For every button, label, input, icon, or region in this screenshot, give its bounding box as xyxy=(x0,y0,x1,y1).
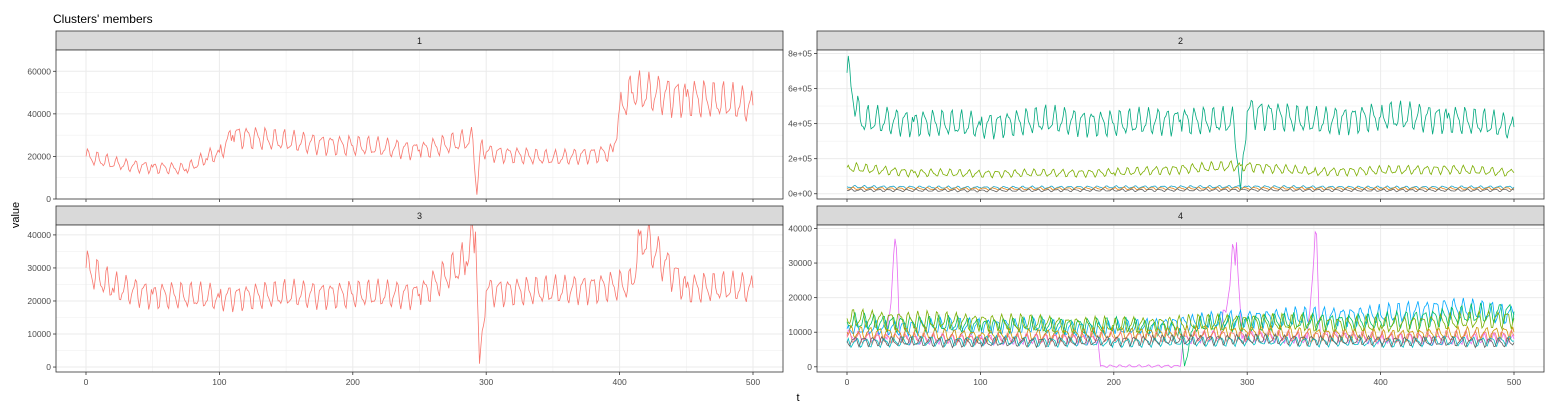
series-line-1 xyxy=(846,55,1515,191)
y-tick-label: 6e+05 xyxy=(788,84,812,94)
x-tick-label: 100 xyxy=(212,377,226,387)
series-line-8 xyxy=(846,332,1515,349)
series-line-2 xyxy=(846,160,1515,179)
x-tick-label: 200 xyxy=(1107,377,1121,387)
y-tick-label: 20000 xyxy=(27,151,51,161)
facet-panel-4: 4 0 100 200 300 400 500 0 10000 20000 30000 40000 xyxy=(788,205,1545,387)
panel-border xyxy=(55,49,784,200)
y-tick-label: 20000 xyxy=(788,293,812,303)
x-tick-label: 0 xyxy=(845,377,850,387)
y-tick-label: 0 xyxy=(46,194,51,204)
series-line-3 xyxy=(846,184,1515,190)
facet-strip-label: 4 xyxy=(1178,211,1183,221)
panel-border xyxy=(55,224,784,373)
series-line-5 xyxy=(846,188,1515,193)
y-tick-label: 2e+05 xyxy=(788,154,812,164)
y-tick-label: 0 xyxy=(807,362,812,372)
facet-panel-2: 2 0e+00 2e+05 4e+05 6e+05 8e+05 xyxy=(788,30,1545,202)
chart-title: Clusters' members xyxy=(53,12,153,26)
series-group xyxy=(846,55,1515,193)
series-line-1 xyxy=(85,70,754,195)
x-tick-label: 500 xyxy=(1507,377,1521,387)
y-tick-label: 0 xyxy=(46,362,51,372)
series-group xyxy=(85,70,754,195)
y-tick-label: 40000 xyxy=(788,223,812,233)
x-tick-label: 300 xyxy=(479,377,493,387)
series-line-7 xyxy=(846,334,1515,349)
series-line-4 xyxy=(846,186,1515,191)
x-tick-label: 500 xyxy=(746,377,760,387)
x-axis-title: t xyxy=(796,392,799,404)
facet-panel-3: 3 0 100 200 300 400 500 0 10000 20000 30000 40000 xyxy=(27,205,784,387)
y-tick-label: 40000 xyxy=(27,230,51,240)
series-group xyxy=(846,230,1515,369)
facet-panel-1: 1 0 20000 40000 60000 xyxy=(27,30,784,204)
y-tick-label: 10000 xyxy=(788,327,812,337)
x-tick-label: 0 xyxy=(84,377,89,387)
y-tick-label: 60000 xyxy=(27,66,51,76)
x-tick-label: 400 xyxy=(613,377,627,387)
x-tick-label: 400 xyxy=(1374,377,1388,387)
facet-strip-label: 3 xyxy=(417,211,422,221)
facet-panels: 1020000400006000020e+002e+054e+056e+058e… xyxy=(27,30,1545,387)
series-line-6 xyxy=(846,328,1515,347)
y-axis-title: value xyxy=(10,202,22,228)
y-tick-label: 0e+00 xyxy=(788,189,812,199)
series-group xyxy=(85,225,754,364)
y-tick-label: 30000 xyxy=(27,263,51,273)
y-tick-label: 40000 xyxy=(27,109,51,119)
y-tick-label: 30000 xyxy=(788,258,812,268)
panel-border xyxy=(816,49,1545,200)
x-tick-label: 100 xyxy=(973,377,987,387)
y-tick-label: 20000 xyxy=(27,296,51,306)
x-tick-label: 300 xyxy=(1240,377,1254,387)
y-tick-label: 4e+05 xyxy=(788,119,812,129)
series-line-4 xyxy=(846,307,1515,335)
panel-border xyxy=(816,224,1545,373)
y-tick-label: 10000 xyxy=(27,329,51,339)
x-tick-label: 200 xyxy=(346,377,360,387)
y-tick-label: 8e+05 xyxy=(788,49,812,59)
series-line-1 xyxy=(85,225,754,364)
facet-strip-label: 2 xyxy=(1178,36,1183,46)
facet-strip-label: 1 xyxy=(417,36,422,46)
